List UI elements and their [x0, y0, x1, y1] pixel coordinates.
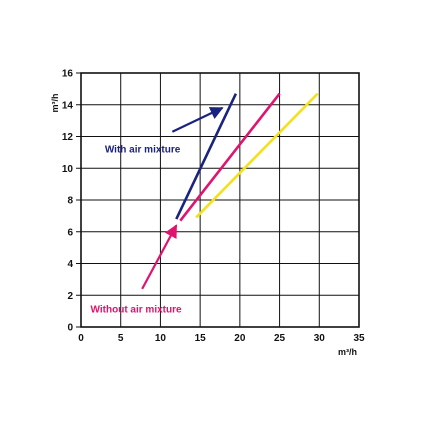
y-tick-label: 6 — [67, 227, 73, 238]
annotation-label: With air mixture — [105, 144, 181, 155]
series — [175, 92, 319, 222]
annotation-label: Without air mixture — [91, 305, 182, 316]
y-tick-label: 10 — [62, 164, 74, 175]
annotation-arrow — [141, 224, 178, 290]
y-tick-label: 12 — [62, 132, 74, 143]
grid — [80, 72, 360, 328]
x-tick-label: 0 — [78, 333, 84, 344]
y-tick-label: 16 — [62, 69, 74, 80]
series-line-3 — [195, 92, 319, 219]
x-tick-label: 25 — [274, 333, 286, 344]
annotation-arrow — [171, 106, 224, 133]
x-tick-label: 5 — [118, 333, 124, 344]
y-axis-label: m³/h — [50, 94, 60, 113]
annotations: With air mixture Without air mixture — [91, 106, 224, 316]
series-line-2 — [179, 92, 281, 222]
x-tick-label: 20 — [234, 333, 246, 344]
y-tick-label: 8 — [67, 196, 73, 207]
y-tick-label: 0 — [67, 323, 73, 334]
series-line-1 — [175, 93, 238, 220]
y-tick-label: 2 — [67, 291, 73, 302]
y-tick-label: 4 — [67, 259, 73, 270]
x-tick-label: 15 — [195, 333, 207, 344]
y-tick-label: 14 — [62, 100, 74, 111]
x-tick-label: 30 — [314, 333, 326, 344]
axes: 0 5 10 15 20 25 30 35 0 2 4 6 8 10 12 14 16 — [62, 69, 365, 345]
x-tick-label: 35 — [353, 333, 365, 344]
x-axis-label: m³/h — [338, 347, 357, 357]
x-tick-label: 10 — [155, 333, 167, 344]
plot-frame — [80, 72, 360, 328]
